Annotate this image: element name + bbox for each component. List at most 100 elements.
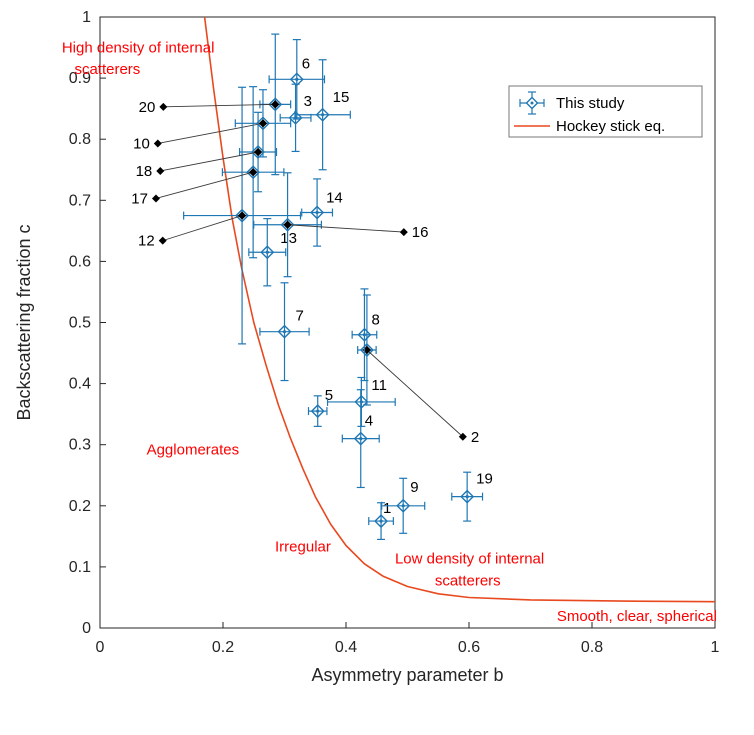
diamond-marker <box>260 245 275 260</box>
diamond-marker <box>268 97 283 112</box>
x-tick-label: 0.4 <box>335 639 357 656</box>
point-label-7: 7 <box>296 308 304 325</box>
diamond-marker <box>289 72 304 87</box>
diamond-marker <box>460 489 475 504</box>
annotation-2: Agglomerates <box>147 442 240 459</box>
data-point-20: 20 <box>139 33 292 176</box>
leader-anchor-diamond <box>399 228 408 237</box>
point-label-11: 11 <box>371 377 387 394</box>
y-tick-label: 0.8 <box>69 131 91 148</box>
annotation-4: Low density of internal <box>395 550 544 567</box>
data-point-17: 17 <box>131 86 285 259</box>
point-label-19: 19 <box>476 471 493 488</box>
leader-anchor-diamond <box>156 166 165 175</box>
data-point-2: 2 <box>357 294 479 446</box>
data-point-6: 6 <box>268 39 326 120</box>
diamond-marker <box>280 217 295 232</box>
annotation-3: Irregular <box>275 539 331 556</box>
marker-center-dot <box>401 504 405 508</box>
point-label-3: 3 <box>304 93 312 110</box>
data-point-3: 3 <box>279 83 312 153</box>
leader-anchor-diamond <box>458 432 467 441</box>
leader-line-10 <box>157 122 264 144</box>
point-label-15: 15 <box>333 89 350 106</box>
marker-center-dot <box>321 113 325 117</box>
data-point-13: 13 <box>248 218 297 287</box>
legend-box <box>508 85 703 138</box>
y-tick-label: 0.2 <box>69 498 91 515</box>
data-point-10: 10 <box>133 89 292 158</box>
diamond-marker <box>246 165 261 180</box>
y-tick-label: 0.7 <box>69 192 91 209</box>
data-point-4: 4 <box>341 389 380 489</box>
point-label-9: 9 <box>410 479 418 496</box>
diamond-marker <box>251 145 266 160</box>
marker-center-dot <box>362 333 367 337</box>
leader-target-diamond <box>248 167 258 177</box>
y-tick-label: 0.3 <box>69 437 91 454</box>
legend-label-this-study: This study <box>556 95 625 112</box>
point-label-6: 6 <box>302 55 310 72</box>
diamond-marker <box>255 116 270 131</box>
diamond-marker <box>315 107 330 122</box>
leader-line-2 <box>366 349 464 438</box>
point-label-12: 12 <box>138 233 155 250</box>
marker-center-dot <box>465 495 469 499</box>
leader-target-diamond <box>253 147 263 157</box>
data-point-14: 14 <box>301 178 343 247</box>
diamond-marker <box>310 404 325 419</box>
y-tick-label: 0.1 <box>69 559 91 576</box>
legend: This study Hockey stick eq. <box>508 85 703 138</box>
legend-entry-this-study: This study <box>519 91 625 115</box>
point-label-8: 8 <box>371 312 379 329</box>
data-point-1: 1 <box>368 500 394 541</box>
marker-center-dot <box>379 519 383 523</box>
y-tick-label: 0.4 <box>69 376 91 393</box>
point-label-17: 17 <box>131 190 148 207</box>
data-point-9: 9 <box>381 477 426 534</box>
leader-target-diamond <box>258 119 268 128</box>
diamond-marker <box>353 431 368 446</box>
diamond-marker <box>277 324 292 339</box>
diamond-marker <box>354 394 369 409</box>
diamond-marker <box>357 327 372 342</box>
marker-center-dot <box>295 77 299 81</box>
diamond-marker <box>374 514 389 529</box>
y-tick-label: 0 <box>82 620 91 637</box>
y-tick-label: 1 <box>82 9 91 26</box>
diamond-marker <box>359 343 374 357</box>
marker-center-dot <box>316 409 320 413</box>
leader-anchor-diamond <box>153 139 162 148</box>
annotation-0: High density of internal <box>62 40 215 57</box>
annotation-5: scatterers <box>435 572 501 589</box>
data-point-19: 19 <box>451 471 493 522</box>
annotation-6: Smooth, clear, spherical <box>557 608 717 625</box>
diamond-marker <box>235 208 250 223</box>
annotation-1: scatterers <box>74 61 140 78</box>
data-point-11: 11 <box>326 376 396 427</box>
y-axis: 0 0.1 0.2 0.3 0.4 0.5 0.6 0.7 0.8 0.9 1 <box>69 9 106 637</box>
x-tick-label: 0.2 <box>212 639 234 656</box>
x-tick-label: 0.6 <box>458 639 480 656</box>
diamond-marker <box>288 110 303 125</box>
hockey-stick-curve <box>203 16 716 603</box>
point-label-18: 18 <box>136 163 153 180</box>
y-tick-label: 0.5 <box>69 315 91 332</box>
leader-anchor-diamond <box>158 236 167 245</box>
marker-center-dot <box>359 400 363 404</box>
leader-target-diamond <box>283 220 292 229</box>
point-label-20: 20 <box>139 99 156 116</box>
leader-anchor-diamond <box>159 102 168 111</box>
leader-anchor-diamond <box>151 194 160 203</box>
data-point-7: 7 <box>259 282 310 382</box>
point-label-14: 14 <box>326 190 343 207</box>
diamond-marker <box>310 205 325 220</box>
legend-entry-hockey-stick: Hockey stick eq. <box>514 118 665 135</box>
legend-label-hockey-stick: Hockey stick eq. <box>556 118 665 135</box>
data-point-5: 5 <box>307 387 333 427</box>
x-tick-label: 0.8 <box>581 639 603 656</box>
x-axis: 0 0.2 0.4 0.6 0.8 1 <box>96 622 720 656</box>
